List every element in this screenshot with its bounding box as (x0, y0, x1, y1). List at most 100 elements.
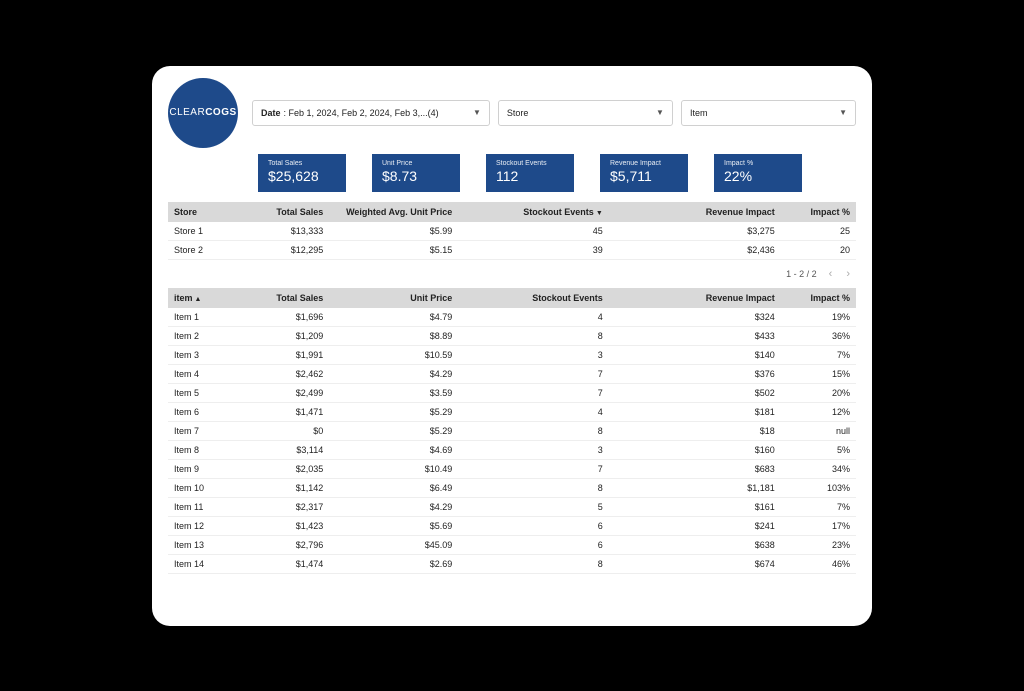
table-row[interactable]: Item 8$3,114$4.693$1605% (168, 440, 856, 459)
table-cell: Item 13 (168, 535, 233, 554)
table-cell: 39 (458, 240, 609, 259)
column-header[interactable]: Total Sales (233, 202, 330, 222)
column-header[interactable]: Weighted Avg. Unit Price (329, 202, 458, 222)
table-row[interactable]: Item 14$1,474$2.698$67446% (168, 554, 856, 573)
column-header[interactable]: Stockout Events (458, 288, 609, 308)
table-cell: 8 (458, 478, 609, 497)
table-cell: 5% (781, 440, 856, 459)
kpi-card: Stockout Events112 (486, 154, 574, 192)
table-cell: 103% (781, 478, 856, 497)
table-cell: $683 (609, 459, 781, 478)
table-row[interactable]: Item 13$2,796$45.096$63823% (168, 535, 856, 554)
table-row[interactable]: Store 2$12,295$5.1539$2,43620 (168, 240, 856, 259)
table-cell: Item 12 (168, 516, 233, 535)
table-row[interactable]: Item 6$1,471$5.294$18112% (168, 402, 856, 421)
table-cell: $161 (609, 497, 781, 516)
table-row[interactable]: Item 4$2,462$4.297$37615% (168, 364, 856, 383)
table-cell: $10.49 (329, 459, 458, 478)
table-cell: 4 (458, 402, 609, 421)
table-cell: 6 (458, 516, 609, 535)
table-cell: $18 (609, 421, 781, 440)
table-cell: $3.59 (329, 383, 458, 402)
kpi-value: 112 (496, 168, 564, 184)
table-cell: $12,295 (233, 240, 330, 259)
table-cell: 12% (781, 402, 856, 421)
table-cell: $433 (609, 326, 781, 345)
brand-prefix: CLEAR (169, 107, 205, 118)
table-row[interactable]: Item 9$2,035$10.497$68334% (168, 459, 856, 478)
brand-suffix: COGS (205, 107, 236, 118)
kpi-value: $25,628 (268, 168, 336, 184)
kpi-label: Impact % (724, 160, 792, 167)
kpi-card: Unit Price$8.73 (372, 154, 460, 192)
column-header[interactable]: item▲ (168, 288, 233, 308)
column-header[interactable]: Unit Price (329, 288, 458, 308)
table-cell: $5.29 (329, 402, 458, 421)
kpi-value: $5,711 (610, 168, 678, 184)
table-cell: $2,796 (233, 535, 330, 554)
table-row[interactable]: Item 11$2,317$4.295$1617% (168, 497, 856, 516)
table-row[interactable]: Item 2$1,209$8.898$43336% (168, 326, 856, 345)
table-cell: $1,181 (609, 478, 781, 497)
table-row[interactable]: Store 1$13,333$5.9945$3,27525 (168, 222, 856, 241)
table-row[interactable]: Item 1$1,696$4.794$32419% (168, 308, 856, 327)
table-cell: $376 (609, 364, 781, 383)
sort-desc-icon: ▼ (596, 210, 603, 217)
table-cell: $13,333 (233, 222, 330, 241)
column-header[interactable]: Revenue Impact (609, 202, 781, 222)
table-row[interactable]: Item 7$0$5.298$18null (168, 421, 856, 440)
table-cell: 34% (781, 459, 856, 478)
table-cell: 20 (781, 240, 856, 259)
table-cell: 6 (458, 535, 609, 554)
column-header[interactable]: Impact % (781, 288, 856, 308)
sort-asc-icon: ▲ (195, 296, 202, 303)
store-pager: 1 - 2 / 2 ‹ › (168, 260, 856, 286)
column-header[interactable]: Store (168, 202, 233, 222)
table-cell: 17% (781, 516, 856, 535)
table-cell: $181 (609, 402, 781, 421)
caret-down-icon: ▼ (656, 108, 664, 117)
store-filter[interactable]: Store ▼ (498, 100, 673, 126)
table-cell: $674 (609, 554, 781, 573)
kpi-card: Revenue Impact$5,711 (600, 154, 688, 192)
table-cell: $3,114 (233, 440, 330, 459)
table-row[interactable]: Item 12$1,423$5.696$24117% (168, 516, 856, 535)
item-filter[interactable]: Item ▼ (681, 100, 856, 126)
table-cell: 7 (458, 459, 609, 478)
table-cell: $140 (609, 345, 781, 364)
table-cell: $5.29 (329, 421, 458, 440)
table-cell: $1,991 (233, 345, 330, 364)
column-header[interactable]: Stockout Events▼ (458, 202, 609, 222)
table-row[interactable]: Item 3$1,991$10.593$1407% (168, 345, 856, 364)
table-cell: $1,209 (233, 326, 330, 345)
column-header[interactable]: Impact % (781, 202, 856, 222)
table-row[interactable]: Item 10$1,142$6.498$1,181103% (168, 478, 856, 497)
table-cell: Item 7 (168, 421, 233, 440)
table-cell: $8.89 (329, 326, 458, 345)
kpi-label: Stockout Events (496, 160, 564, 167)
table-cell: Item 9 (168, 459, 233, 478)
table-cell: $324 (609, 308, 781, 327)
table-cell: $5.15 (329, 240, 458, 259)
table-cell: 8 (458, 554, 609, 573)
table-cell: 23% (781, 535, 856, 554)
table-cell: 3 (458, 440, 609, 459)
store-table-body: Store 1$13,333$5.9945$3,27525Store 2$12,… (168, 222, 856, 260)
date-filter[interactable]: Date: Feb 1, 2024, Feb 2, 2024, Feb 3,..… (252, 100, 490, 126)
table-cell: 8 (458, 326, 609, 345)
table-cell: $6.49 (329, 478, 458, 497)
pager-next-icon[interactable]: › (844, 268, 852, 280)
table-cell: 3 (458, 345, 609, 364)
table-row[interactable]: Item 5$2,499$3.597$50220% (168, 383, 856, 402)
kpi-value: 22% (724, 168, 792, 184)
table-cell: $4.29 (329, 497, 458, 516)
table-cell: $638 (609, 535, 781, 554)
table-cell: 19% (781, 308, 856, 327)
kpi-label: Revenue Impact (610, 160, 678, 167)
column-header[interactable]: Total Sales (233, 288, 330, 308)
table-cell: $3,275 (609, 222, 781, 241)
pager-prev-icon[interactable]: ‹ (827, 268, 835, 280)
table-cell: 7 (458, 364, 609, 383)
caret-down-icon: ▼ (473, 108, 481, 117)
column-header[interactable]: Revenue Impact (609, 288, 781, 308)
